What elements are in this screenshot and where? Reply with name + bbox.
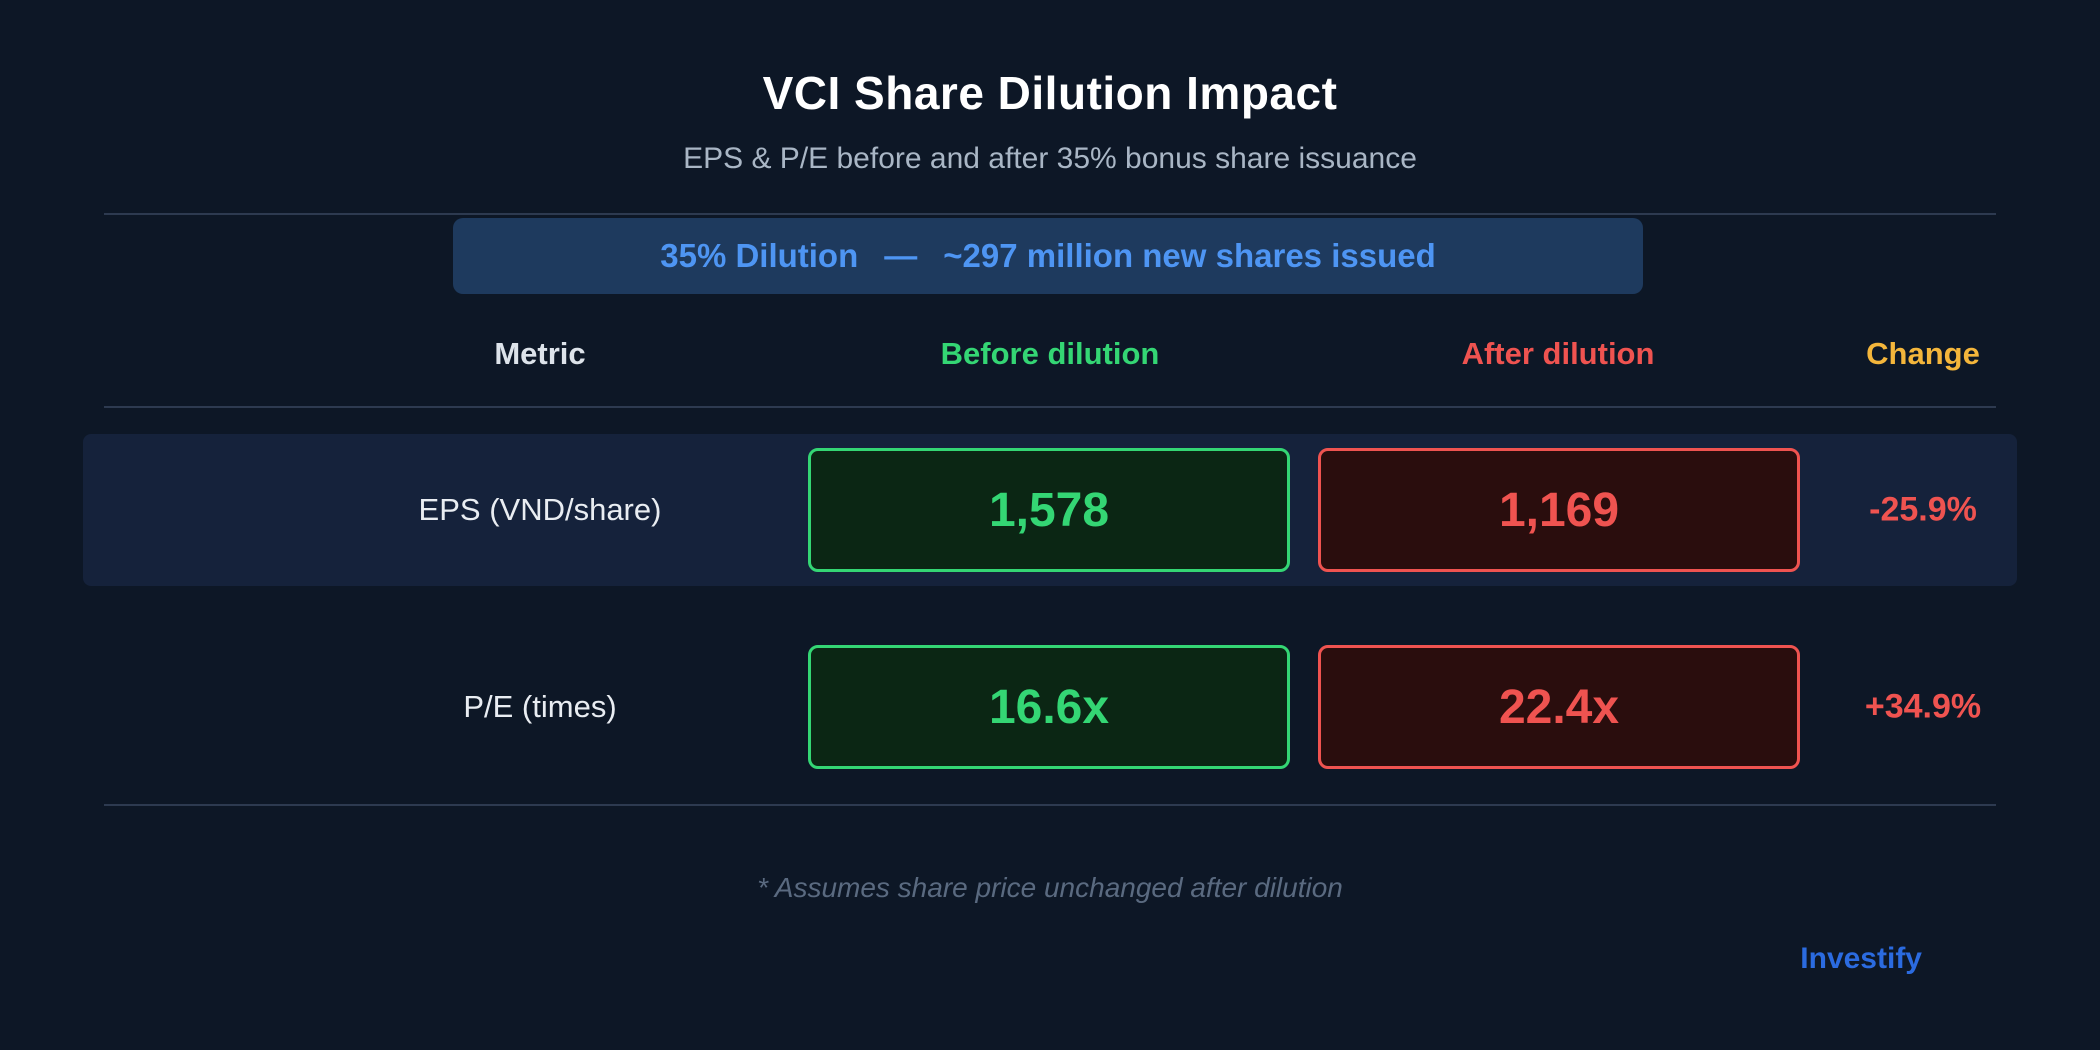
pe-metric-label: P/E (times): [463, 689, 617, 724]
pe-after-box: 22.4x: [1318, 645, 1800, 769]
page-title: VCI Share Dilution Impact: [762, 67, 1338, 119]
banner-shares-label: ~297 million new shares issued: [943, 237, 1436, 274]
pe-before-box: 16.6x: [808, 645, 1290, 769]
column-header-before-dilution: Before dilution: [940, 336, 1160, 371]
banner-dilution-label: 35% Dilution: [660, 237, 859, 274]
pe-change-value: +34.9%: [1864, 687, 1982, 726]
column-header-change: Change: [1866, 336, 1980, 371]
pe-before-value: 16.6x: [988, 680, 1110, 734]
footnote: * Assumes share price unchanged after di…: [757, 872, 1343, 903]
eps-before-value: 1,578: [988, 483, 1110, 537]
eps-change-value: -25.9%: [1869, 490, 1977, 529]
eps-after-value: 1,169: [1498, 483, 1620, 537]
dilution-banner: 35% Dilution — ~297 million new shares i…: [453, 218, 1643, 294]
bottom-divider: [104, 804, 1996, 806]
header-divider: [104, 406, 1996, 408]
top-divider: [104, 213, 1996, 215]
pe-after-value: 22.4x: [1498, 680, 1620, 734]
banner-separator: —: [884, 237, 918, 274]
eps-metric-label: EPS (VND/share): [418, 492, 662, 527]
column-header-metric: Metric: [494, 336, 586, 371]
page-subtitle: EPS & P/E before and after 35% bonus sha…: [683, 142, 1417, 175]
brand-label: Investify: [1800, 942, 1922, 975]
column-header-after-dilution: After dilution: [1461, 336, 1655, 371]
eps-after-box: 1,169: [1318, 448, 1800, 572]
eps-before-box: 1,578: [808, 448, 1290, 572]
